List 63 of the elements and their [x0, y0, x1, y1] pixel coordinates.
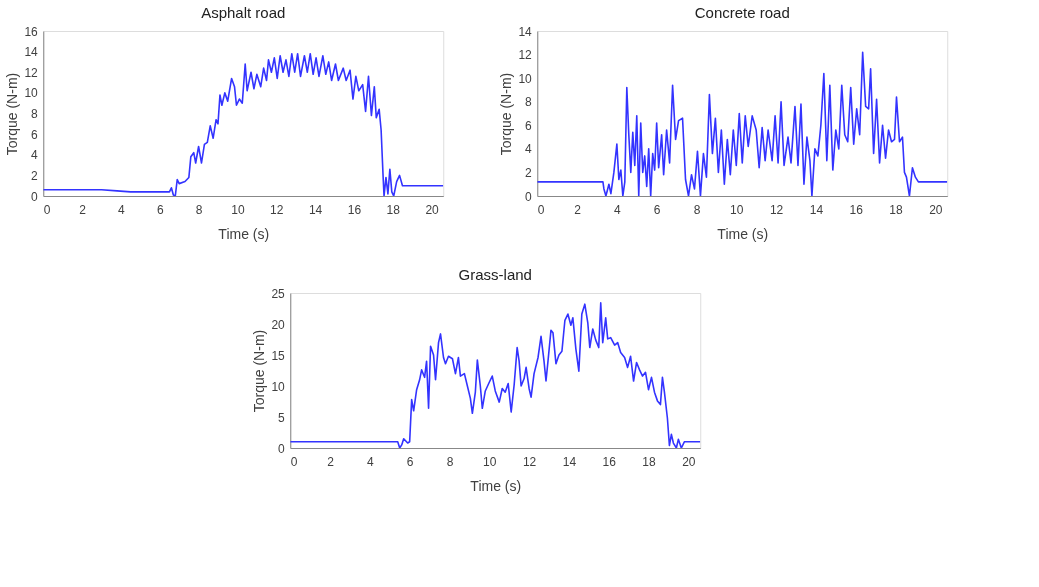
y-tick-label: 20 — [271, 317, 286, 332]
y-tick-label: 2 — [31, 168, 39, 183]
y-tick-label: 10 — [24, 86, 39, 101]
y-tick-label: 12 — [24, 65, 39, 80]
y-axis-title: Torque (N-m) — [498, 72, 515, 156]
x-tick-label: 18 — [889, 202, 903, 217]
x-tick-label: 2 — [79, 202, 87, 217]
x-tick-label: 16 — [849, 202, 864, 217]
x-tick-label: 18 — [386, 202, 401, 217]
y-tick-label: 4 — [525, 142, 533, 157]
chart-title: Asphalt road — [201, 4, 286, 21]
y-tick-label: 8 — [525, 95, 533, 110]
y-tick-label: 12 — [518, 48, 533, 63]
x-tick-label: 16 — [347, 202, 362, 217]
x-tick-label: 4 — [614, 202, 622, 217]
x-tick-label: 14 — [308, 202, 323, 217]
x-tick-label: 16 — [602, 454, 617, 469]
y-tick-label: 25 — [271, 286, 286, 301]
y-tick-label: 10 — [271, 379, 286, 394]
y-tick-label: 6 — [525, 118, 533, 133]
y-tick-label: 10 — [518, 71, 533, 86]
y-tick-label: 5 — [278, 410, 286, 425]
x-axis-title: Time (s) — [717, 225, 769, 242]
x-tick-label: 14 — [562, 454, 577, 469]
x-tick-label: 10 — [730, 202, 744, 217]
x-tick-label: 6 — [653, 202, 661, 217]
chart-title: Grass-land — [458, 266, 532, 283]
x-tick-label: 0 — [43, 202, 51, 217]
x-tick-label: 6 — [156, 202, 164, 217]
y-tick-label: 0 — [31, 189, 39, 204]
x-tick-label: 20 — [929, 202, 943, 217]
x-tick-label: 0 — [290, 454, 298, 469]
y-tick-label: 4 — [31, 148, 39, 163]
y-tick-label: 0 — [525, 189, 533, 204]
x-axis-title: Time (s) — [470, 477, 522, 494]
y-tick-label: 6 — [31, 127, 39, 142]
x-tick-label: 8 — [446, 454, 454, 469]
y-tick-label: 14 — [24, 45, 39, 60]
y-axis-title: Torque (N-m) — [4, 72, 21, 156]
y-tick-label: 14 — [518, 24, 533, 39]
x-axis-title: Time (s) — [218, 225, 270, 242]
x-tick-label: 0 — [537, 202, 545, 217]
x-tick-label: 18 — [642, 454, 656, 469]
y-tick-label: 0 — [278, 441, 286, 456]
y-tick-label: 8 — [31, 107, 39, 121]
x-tick-label: 6 — [406, 454, 414, 469]
x-tick-label: 12 — [769, 202, 784, 217]
y-axis-title: Torque (N-m) — [251, 329, 268, 413]
x-tick-label: 8 — [693, 202, 701, 217]
x-tick-label: 4 — [367, 454, 375, 469]
x-tick-label: 2 — [574, 202, 582, 217]
x-tick-label: 2 — [327, 454, 335, 469]
x-tick-label: 10 — [231, 202, 245, 217]
y-tick-label: 15 — [271, 348, 286, 363]
x-tick-label: 10 — [483, 454, 497, 469]
y-tick-label: 16 — [24, 24, 39, 39]
y-tick-label: 2 — [525, 165, 533, 180]
x-tick-label: 20 — [425, 202, 440, 217]
x-tick-label: 14 — [809, 202, 824, 217]
x-tick-label: 20 — [682, 454, 696, 469]
x-tick-label: 8 — [195, 202, 203, 217]
x-tick-label: 4 — [118, 202, 126, 217]
chart-title: Concrete road — [694, 4, 790, 21]
